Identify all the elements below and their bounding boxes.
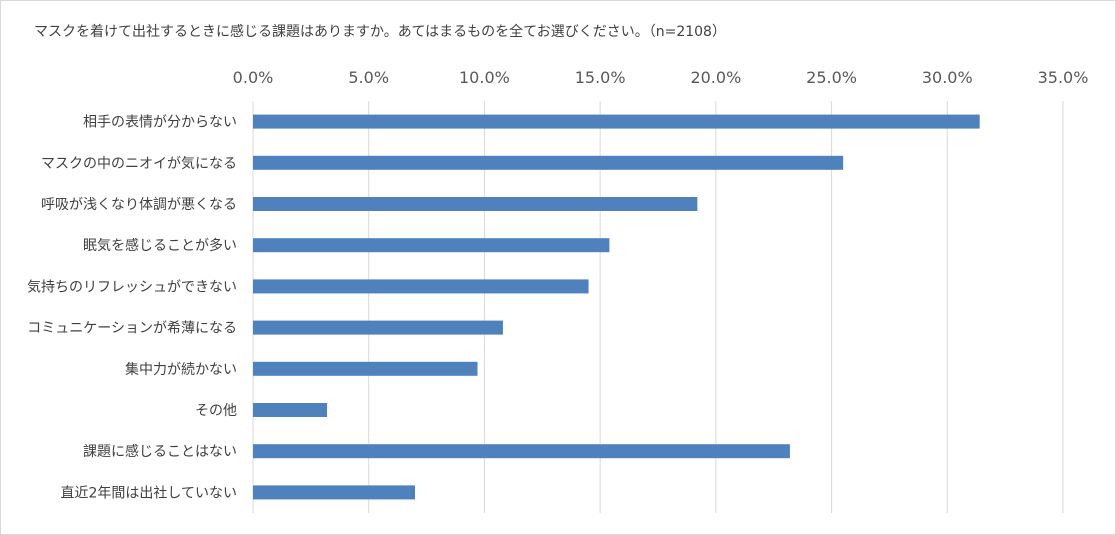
bar bbox=[253, 485, 415, 500]
x-tick-label: 20.0% bbox=[690, 68, 741, 87]
bar bbox=[253, 320, 503, 335]
category-label: コミュニケーションが希薄になる bbox=[27, 321, 237, 337]
x-tick-label: 0.0% bbox=[233, 68, 274, 87]
bar bbox=[253, 155, 844, 170]
category-label: 集中力が続かない bbox=[125, 361, 237, 378]
category-label: 気持ちのリフレッシュができない bbox=[27, 279, 237, 295]
category-label: 眠気を感じることが多い bbox=[83, 237, 237, 254]
bar bbox=[253, 197, 698, 211]
category-label: 直近2年間は出社していない bbox=[61, 484, 238, 501]
category-label: 課題に感じることはない bbox=[83, 443, 237, 460]
x-tick-label: 5.0% bbox=[348, 68, 389, 87]
bar bbox=[253, 279, 589, 294]
x-tick-label: 30.0% bbox=[922, 68, 973, 87]
chart-title: マスクを着けて出社するときに感じる課題はありますか。あてはまるものを全てお選びく… bbox=[34, 24, 726, 40]
bar bbox=[253, 361, 478, 376]
x-tick-label: 10.0% bbox=[459, 68, 510, 87]
bar bbox=[253, 238, 610, 253]
bar bbox=[253, 403, 328, 417]
bar bbox=[253, 444, 790, 459]
x-tick-label: 25.0% bbox=[806, 68, 857, 87]
x-tick-label: 15.0% bbox=[575, 68, 626, 87]
category-label: その他 bbox=[195, 403, 237, 419]
category-label: マスクの中のニオイが気になる bbox=[41, 156, 237, 172]
category-label: 呼吸が浅くなり体調が悪くなる bbox=[41, 197, 237, 213]
x-tick-label: 35.0% bbox=[1038, 68, 1089, 87]
category-label: 相手の表情が分からない bbox=[83, 115, 237, 131]
bar bbox=[253, 114, 980, 129]
